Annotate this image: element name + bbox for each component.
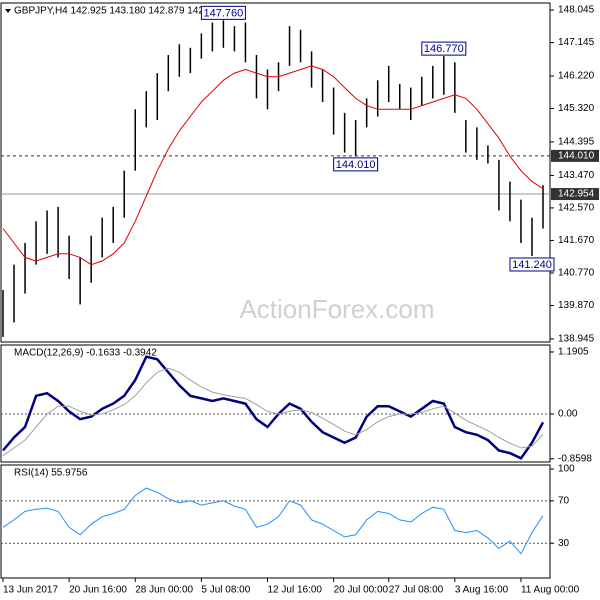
price-tag-label: 144.010	[558, 151, 595, 162]
annotation-box	[200, 5, 246, 20]
x-tick-label: 20 Jun 16:00	[69, 585, 127, 596]
panel-frame	[0, 344, 551, 463]
x-tick-label: 5 Jul 08:00	[201, 585, 250, 596]
y-tick-label: 70	[558, 495, 570, 506]
annotation-label: 146.770	[424, 43, 464, 55]
x-tick-label: 13 Jun 2017	[3, 585, 58, 596]
annotation-box	[509, 257, 555, 272]
indicator-line	[2, 367, 544, 457]
y-tick-label: 143.470	[558, 170, 595, 181]
moving-average	[2, 65, 544, 266]
x-tick-label: 12 Jul 16:00	[267, 585, 322, 596]
y-tick-label: 0.00	[558, 409, 578, 420]
annotation-label: 144.010	[336, 159, 376, 171]
panel-title: MACD(12,26,9) -0.1633 -0.3942	[14, 348, 157, 359]
indicator-line	[2, 487, 544, 555]
price-tag	[551, 188, 599, 201]
watermark: ActionForex.com	[239, 294, 434, 324]
y-tick-label: 148.045	[558, 5, 595, 16]
y-tick-label: 141.670	[558, 235, 595, 246]
x-tick-label: 28 Jun 00:00	[135, 585, 193, 596]
price-tag	[551, 149, 599, 162]
annotation-label: 147.760	[204, 7, 244, 19]
panel-frame	[0, 464, 551, 579]
y-tick-label: 142.570	[558, 203, 595, 214]
x-tick-label: 20 Jul 00:00	[334, 585, 389, 596]
x-tick-label: 11 Aug 00:00	[521, 585, 580, 596]
y-tick-label: 144.395	[558, 137, 595, 148]
y-tick-label: 139.870	[558, 300, 595, 311]
y-tick-label: 140.770	[558, 268, 595, 279]
panel-title: RSI(14) 55.9756	[14, 468, 88, 479]
price-tag-label: 142.954	[558, 189, 595, 200]
y-tick-label: 1.1905	[558, 347, 589, 358]
y-tick-label: 147.145	[558, 37, 595, 48]
y-tick-label: 146.220	[558, 71, 595, 82]
title-marker	[5, 9, 11, 13]
y-tick-label: -0.8598	[558, 453, 592, 464]
annotation-label: 141.240	[512, 259, 552, 271]
annotation-box	[333, 157, 379, 172]
indicator-line	[2, 355, 545, 460]
y-tick-label: 145.320	[558, 103, 595, 114]
x-tick-label: 3 Aug 16:00	[455, 585, 509, 596]
panel-frame	[0, 2, 551, 343]
y-tick-label: 100	[558, 464, 575, 475]
x-tick-label: 27 Jul 08:00	[389, 585, 444, 596]
y-tick-label: 138.945	[558, 334, 595, 345]
y-tick-label: 30	[558, 538, 570, 549]
annotation-box	[421, 41, 467, 56]
panel-title: GBPJPY,H4 142.925 143.180 142.879 142.95…	[14, 6, 224, 17]
